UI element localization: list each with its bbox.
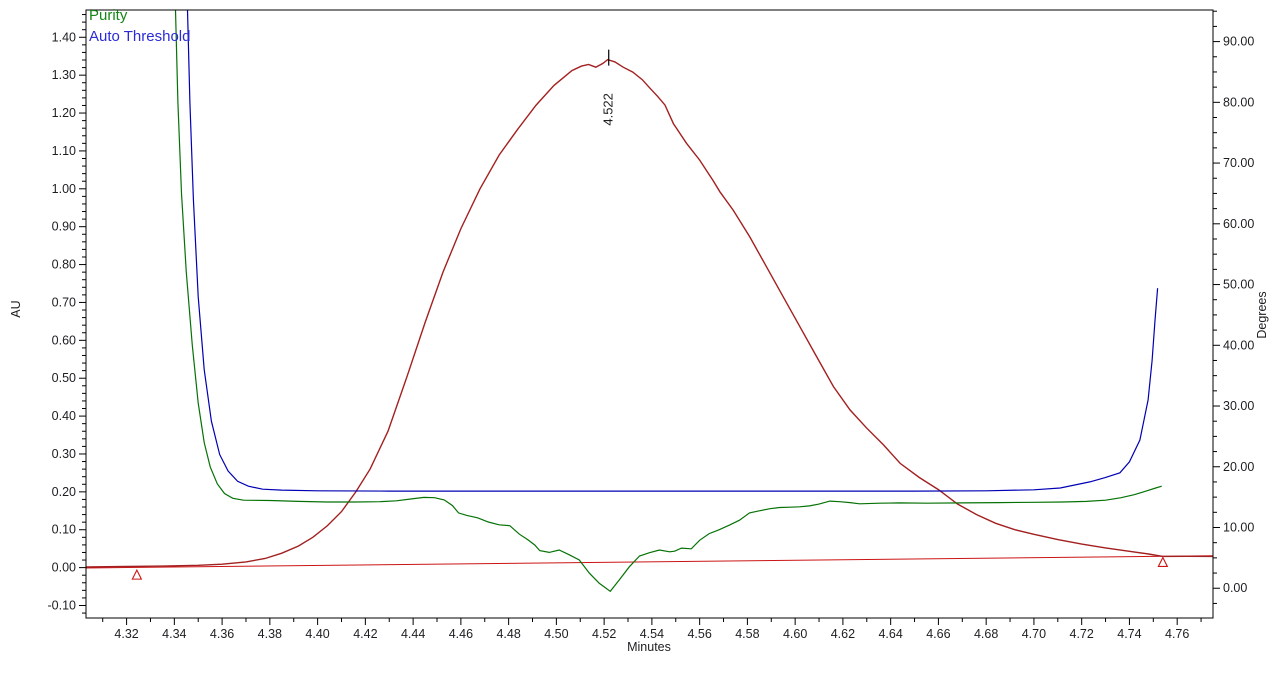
left-tick-label: 0.50 — [52, 371, 76, 385]
right-tick-label: 90.00 — [1223, 35, 1254, 49]
right-tick-label: 40.00 — [1223, 338, 1254, 352]
x-axis-title: Minutes — [627, 640, 671, 654]
left-tick-label: 0.70 — [52, 295, 76, 309]
x-tick-label: 4.56 — [687, 627, 711, 641]
integration-markers — [131, 556, 1169, 580]
left-tick-label: 0.60 — [52, 333, 76, 347]
left-axis-ticks: -0.10 0.00 0.10 0.20 0.30 0.40 0.50 0.60 0.70 0.8… — [48, 14, 86, 614]
right-tick-label: 0.00 — [1223, 581, 1247, 595]
x-tick-label: 4.48 — [496, 627, 520, 641]
x-tick-label: 4.36 — [210, 627, 234, 641]
series-chromatogram — [85, 58, 1214, 568]
x-tick-label: 4.32 — [114, 627, 138, 641]
left-tick-label: 0.40 — [52, 409, 76, 423]
y-axis-title-left: AU — [9, 300, 23, 318]
x-tick-label: 4.40 — [305, 627, 329, 641]
right-tick-label: 70.00 — [1223, 156, 1254, 170]
x-axis-ticks: 4.32 4.34 4.36 4.38 4.40 4.42 4.44 4.46 4.48 4.50… — [102, 618, 1202, 641]
left-tick-label: 0.80 — [52, 258, 76, 272]
left-tick-label: 1.10 — [52, 144, 76, 158]
series-auto-threshold — [186, 9, 1159, 492]
x-tick-label: 4.46 — [449, 627, 473, 641]
right-axis-ticks: 0.00 10.00 20.00 30.00 40.00 50.00 60.00 70.00 8… — [1213, 10, 1254, 604]
x-tick-label: 4.50 — [544, 627, 568, 641]
x-tick-label: 4.76 — [1165, 627, 1189, 641]
x-tick-label: 4.74 — [1117, 627, 1141, 641]
series-group — [85, 9, 1214, 593]
peak-annotation: 4.522 — [601, 49, 616, 126]
x-tick-label: 4.44 — [401, 627, 425, 641]
left-tick-label: 1.00 — [52, 182, 76, 196]
x-tick-label: 4.34 — [162, 627, 186, 641]
right-tick-label: 20.00 — [1223, 460, 1254, 474]
left-tick-label: 0.10 — [52, 523, 76, 537]
x-tick-label: 4.72 — [1070, 627, 1094, 641]
right-tick-label: 10.00 — [1223, 520, 1254, 534]
y-axis-title-right: Degrees — [1255, 291, 1269, 339]
left-tick-label: 1.20 — [52, 106, 76, 120]
x-tick-label: 4.60 — [783, 627, 807, 641]
x-tick-label: 4.58 — [735, 627, 759, 641]
x-tick-label: 4.68 — [974, 627, 998, 641]
x-tick-label: 4.66 — [926, 627, 950, 641]
integration-end-triangle — [1157, 556, 1169, 567]
integration-start-triangle — [131, 568, 143, 580]
legend-auto-threshold-label: Auto Threshold — [89, 28, 191, 45]
right-tick-label: 50.00 — [1223, 278, 1254, 292]
left-tick-label: 1.30 — [52, 68, 76, 82]
right-tick-label: 80.00 — [1223, 95, 1254, 109]
left-tick-label: 0.20 — [52, 485, 76, 499]
x-tick-label: 4.52 — [592, 627, 616, 641]
left-tick-label: 0.90 — [52, 220, 76, 234]
left-tick-label: 0.30 — [52, 447, 76, 461]
right-tick-label: 30.00 — [1223, 399, 1254, 413]
left-tick-label: 1.40 — [52, 30, 76, 44]
legend-purity-label: Purity — [89, 7, 128, 24]
series-purity — [174, 9, 1162, 593]
x-tick-label: 4.64 — [878, 627, 902, 641]
left-tick-label: 0.00 — [52, 561, 76, 575]
x-tick-label: 4.42 — [353, 627, 377, 641]
plot-frame — [85, 9, 1214, 619]
x-tick-label: 4.62 — [831, 627, 855, 641]
x-tick-label: 4.70 — [1022, 627, 1046, 641]
x-tick-label: 4.54 — [640, 627, 664, 641]
legend: Purity Auto Threshold — [89, 5, 190, 47]
right-tick-label: 60.00 — [1223, 217, 1254, 231]
peak-retention-time-label: 4.522 — [601, 93, 616, 126]
series-integration-baseline — [85, 555, 1214, 569]
x-tick-label: 4.38 — [258, 627, 282, 641]
left-tick-label: -0.10 — [48, 598, 77, 612]
